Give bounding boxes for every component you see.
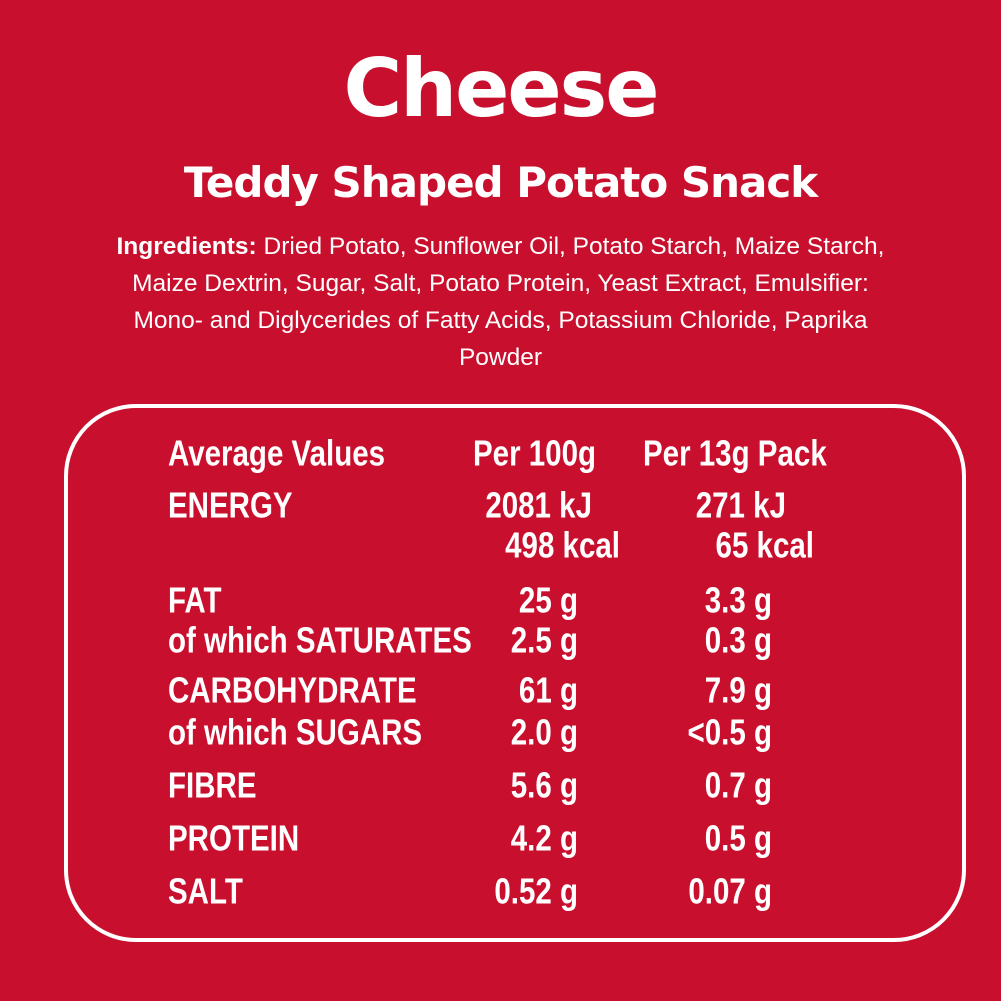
- row-label: FAT: [168, 580, 222, 620]
- header-cell: Per 13g Pack: [643, 433, 827, 473]
- value-per-pack: 271 kJ: [696, 485, 786, 525]
- row-label: SALT: [168, 871, 243, 911]
- value-per-100g: 2081 kJ: [485, 485, 592, 525]
- value-per-100g: 61 g: [519, 670, 578, 710]
- value-per-pack: 0.3 g: [705, 620, 772, 660]
- row-label: of which SUGARS: [168, 712, 422, 752]
- value-per-pack: 0.7 g: [705, 765, 772, 805]
- value-per-pack: <0.5 g: [688, 712, 772, 752]
- row-label: CARBOHYDRATE: [168, 670, 417, 710]
- row-label: PROTEIN: [168, 818, 299, 858]
- row-label: of which SATURATES: [168, 620, 472, 660]
- value-per-100g: 25 g: [519, 580, 578, 620]
- ingredients-label: Ingredients:: [116, 233, 257, 260]
- value-per-100g: 498 kcal: [505, 525, 620, 565]
- title: Cheese: [343, 42, 659, 135]
- value-per-100g: 2.5 g: [511, 620, 578, 660]
- value-per-pack: 0.07 g: [688, 871, 772, 911]
- value-per-100g: 4.2 g: [511, 818, 578, 858]
- row-label: FIBRE: [168, 765, 257, 805]
- subtitle: Teddy Shaped Potato Snack: [183, 158, 818, 207]
- header-cell: Average Values: [168, 433, 385, 473]
- value-per-pack: 3.3 g: [705, 580, 772, 620]
- table-border: [64, 404, 966, 942]
- table-text: Average Values Per 100g Per 13g Pack ENERGY…: [168, 433, 827, 911]
- value-per-100g: 2.0 g: [511, 712, 578, 752]
- value-per-pack: 0.5 g: [705, 818, 772, 858]
- value-per-pack: 7.9 g: [705, 670, 772, 710]
- header-cell: Per 100g: [473, 433, 596, 473]
- value-per-100g: 5.6 g: [511, 765, 578, 805]
- ingredients: Ingredients: Dried Potato, Sunflower Oil…: [100, 228, 901, 376]
- value-per-100g: 0.52 g: [494, 871, 578, 911]
- ingredients-text: Dried Potato, Sunflower Oil, Potato Star…: [132, 233, 885, 371]
- row-label: ENERGY: [168, 485, 293, 525]
- value-per-pack: 65 kcal: [716, 525, 814, 565]
